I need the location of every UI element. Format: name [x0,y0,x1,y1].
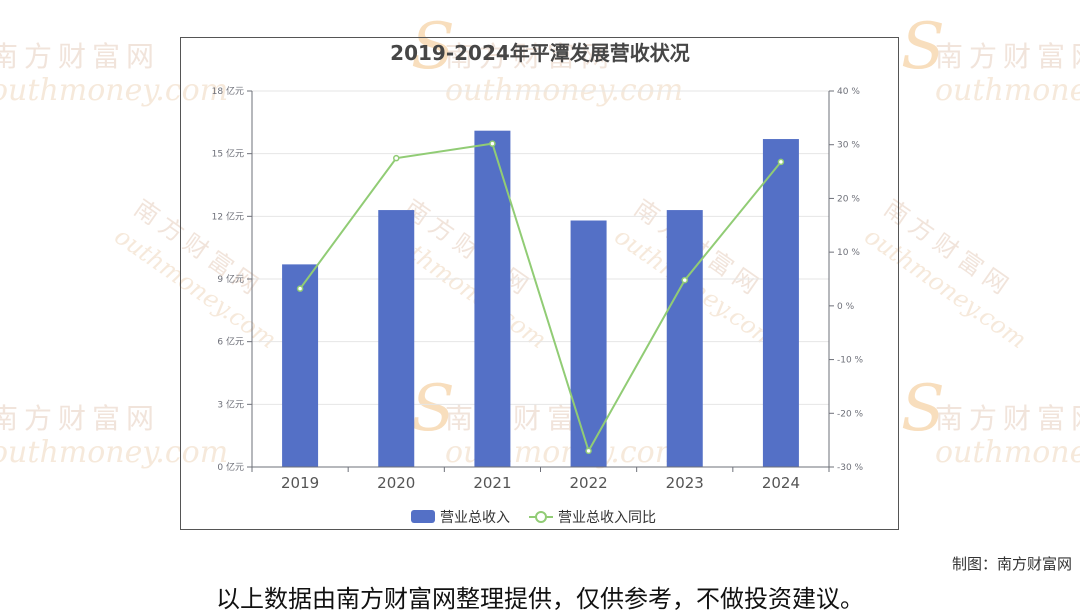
line-point [681,276,688,284]
line-point [393,154,400,162]
line-point [489,140,496,147]
watermark-brand-en: outhmoney.com [935,435,1080,470]
watermark-s-logo: S [901,10,945,84]
y-left-tick-label: 0 亿元 [217,461,244,473]
watermark-top-right: S 南方财富网 outhmoney.com [901,15,1080,108]
watermark-brand-cn: 南方财富网 [878,193,1018,303]
y-right-tick-label: -10 % [837,356,864,366]
y-right-tick-label: 20 % [837,194,860,204]
watermark-s-logo: S [901,372,945,446]
y-left-tick-label: 9 亿元 [217,273,244,285]
watermark-brand-cn: 南方财富网 [935,402,1080,435]
legend-label-bar: 营业总收入 [440,510,510,526]
x-tick-label: 2024 [762,474,800,492]
y-right-tick-label: 30 % [837,141,860,151]
y-left-tick-label: 15 亿元 [212,148,244,160]
line-point [585,447,592,455]
legend-swatch-bar [411,510,435,523]
x-tick-label: 2022 [569,474,607,492]
legend-label-line: 营业总收入同比 [558,510,656,526]
bar [666,210,703,468]
line-series [296,140,785,455]
y-right-tick-label: 10 % [837,248,860,258]
watermark-brand-en: outhmoney.com [935,73,1080,108]
bar-series [282,130,799,468]
watermark-bottom-right: S 南方财富网 outhmoney.com [901,377,1080,470]
grid-layer [252,90,829,405]
x-tick-label: 2019 [281,474,319,492]
x-tick-label: 2021 [473,474,511,492]
disclaimer: 以上数据由南方财富网整理提供，仅供参考，不做投资建议。 [216,585,864,613]
y-left-tick-label: 18 亿元 [212,85,244,97]
legend-item-line[interactable]: 营业总收入同比 [529,510,656,526]
chart-title: 2019-2024年平潭发展营收状况 [390,41,690,65]
y-right-tick-label: -30 % [837,463,864,473]
watermark-brand-cn: 南方财富网 [935,40,1080,73]
y-right-tick-label: 0 % [837,302,855,312]
line-point [296,285,304,292]
bar [378,210,415,468]
y-left-tick-label: 12 亿元 [212,210,244,222]
line-point [777,158,785,166]
x-tick-label: 2020 [377,474,415,492]
bar [282,264,319,467]
y-right-tick-label: -20 % [837,409,864,419]
line-path [299,142,782,454]
legend[interactable]: 营业总收入 营业总收入同比 [411,510,656,526]
bar [570,220,607,467]
axis-layer: 0 亿元 3 亿元 6 亿元 9 亿元 12 亿元 15 亿元 18 亿元 -30 % -20 … [212,85,864,492]
y-left-tick-label: 6 亿元 [217,336,244,348]
source-note: 制图：南方财富网 [951,555,1072,573]
chart-container: 0 亿元 3 亿元 6 亿元 9 亿元 12 亿元 15 亿元 18 亿元 -30 % -20 … [180,37,899,530]
bar [762,139,799,467]
y-left-tick-label: 3 亿元 [217,398,244,410]
legend-swatch-point [535,511,547,523]
legend-item-bar[interactable]: 营业总收入 [411,510,510,526]
x-tick-label: 2023 [666,474,704,492]
bar [474,130,511,467]
y-right-tick-label: 40 % [837,87,860,97]
chart-svg: 0 亿元 3 亿元 6 亿元 9 亿元 12 亿元 15 亿元 18 亿元 -30 % -20 … [212,41,864,526]
